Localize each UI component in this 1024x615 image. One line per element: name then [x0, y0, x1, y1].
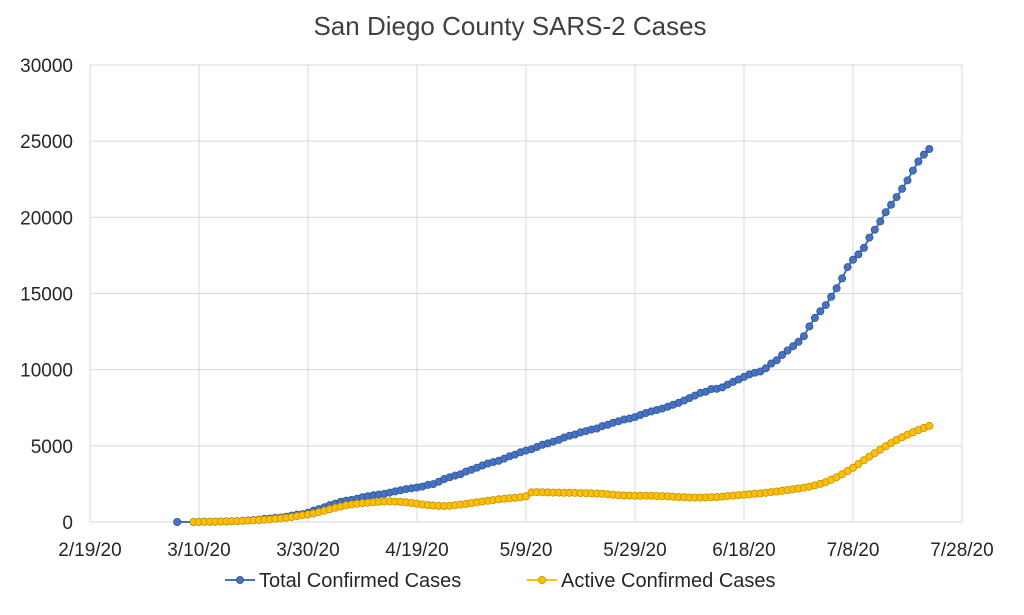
data-point: [881, 208, 890, 217]
legend-item: Total Confirmed Cases: [225, 570, 461, 592]
y-tick-label: 30000: [20, 56, 73, 77]
series-group: [173, 144, 934, 527]
x-tick-label: 3/30/20: [276, 540, 339, 561]
data-point: [849, 463, 858, 472]
data-point: [816, 307, 825, 316]
data-point: [903, 176, 912, 185]
y-tick-label: 0: [62, 513, 73, 534]
data-point: [810, 313, 819, 322]
data-point: [919, 150, 928, 159]
x-tick-label: 3/10/20: [167, 540, 230, 561]
x-tick-label: 5/9/20: [500, 540, 553, 561]
y-tick-label: 20000: [20, 208, 73, 229]
y-tick-label: 25000: [20, 132, 73, 153]
legend-item: Active Confirmed Cases: [527, 570, 776, 592]
data-point: [865, 233, 874, 242]
data-point: [914, 157, 923, 166]
x-tick-label: 7/28/20: [930, 540, 993, 561]
data-point: [832, 284, 841, 293]
data-point: [843, 263, 852, 272]
x-tick-label: 4/19/20: [385, 540, 448, 561]
data-point: [887, 200, 896, 209]
y-tick-label: 5000: [31, 437, 73, 458]
data-point: [761, 364, 770, 373]
series-active-confirmed: [189, 421, 934, 527]
data-point: [794, 337, 803, 346]
data-point: [173, 518, 182, 527]
x-tick-label: 6/18/20: [712, 540, 775, 561]
data-point: [876, 217, 885, 226]
data-point: [925, 421, 934, 430]
legend-label: Active Confirmed Cases: [561, 570, 776, 592]
data-point: [778, 350, 787, 359]
x-tick-label: 2/19/20: [58, 540, 121, 561]
data-point: [892, 193, 901, 202]
data-point: [849, 255, 858, 264]
data-point: [898, 184, 907, 193]
axes: 0 5000 10000 15000 20000 25000 30000 2/19/20 3/1…: [20, 56, 994, 561]
legend-label: Total Confirmed Cases: [259, 570, 461, 592]
data-point: [908, 166, 917, 175]
data-point: [789, 342, 798, 351]
legend: Total Confirmed Cases Active Confirmed Ca…: [225, 570, 776, 592]
data-point: [522, 492, 531, 501]
x-tick-label: 7/8/20: [827, 540, 880, 561]
y-tick-label: 10000: [20, 361, 73, 382]
data-point: [799, 332, 808, 341]
data-point: [821, 301, 830, 310]
data-point: [925, 144, 934, 153]
data-point: [859, 456, 868, 465]
x-tick-label: 5/29/20: [603, 540, 666, 561]
data-point: [805, 322, 814, 331]
data-point: [838, 274, 847, 283]
data-point: [772, 356, 781, 365]
legend-marker: [538, 576, 547, 585]
chart-title: San Diego County SARS-2 Cases: [313, 11, 706, 41]
data-point: [854, 460, 863, 469]
data-point: [854, 250, 863, 259]
data-point: [827, 292, 836, 301]
data-point: [859, 243, 868, 252]
y-tick-label: 15000: [20, 285, 73, 306]
data-point: [870, 225, 879, 234]
data-point: [783, 346, 792, 355]
legend-marker: [235, 576, 244, 585]
gridlines: [89, 64, 963, 523]
